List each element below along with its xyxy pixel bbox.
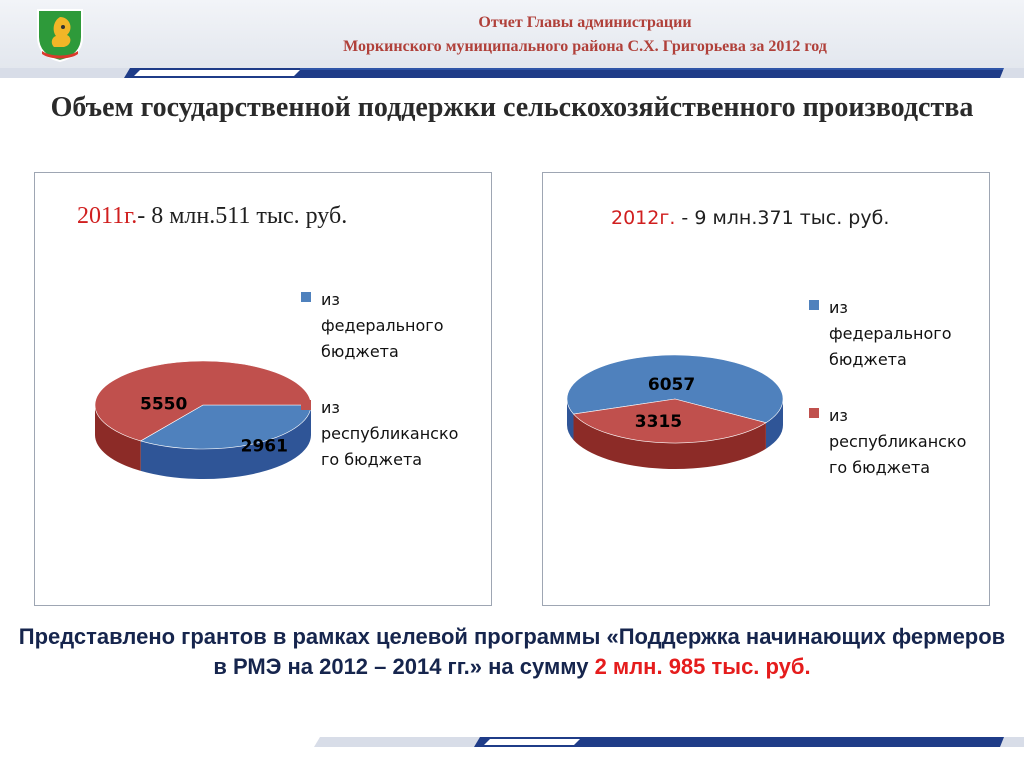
data-label-federal: 6057	[648, 375, 695, 395]
chart-title-year: 2012г.	[611, 207, 676, 229]
chart-panel-2011: 2011г.- 8 млн.511 тыс. руб. 2961 5550 из …	[34, 172, 492, 606]
legend-swatch-federal	[301, 292, 311, 302]
pie-chart-2011: 2961 5550	[94, 360, 312, 479]
slice-federal	[139, 404, 312, 450]
slice-federal-side	[567, 399, 574, 441]
chart-panel-2012: 2012г. - 9 млн.371 тыс. руб. 6057 3315 из…	[542, 172, 990, 606]
chart-legend: из федерального бюджета из республиканск…	[809, 295, 985, 511]
slice-republican	[94, 360, 312, 442]
legend-item-federal: из федерального бюджета	[301, 287, 501, 365]
slice-federal-side	[140, 405, 311, 479]
data-label-republican: 5550	[140, 395, 187, 415]
grant-amount: 2 млн. 985 тыс. руб.	[594, 654, 811, 679]
grant-note-text: Представлено грантов в рамках целевой пр…	[18, 624, 1006, 679]
legend-label-republican: из республиканско го бюджета	[829, 406, 967, 477]
decorative-stripe-bottom	[314, 737, 1024, 747]
chart-title-2011: 2011г.- 8 млн.511 тыс. руб.	[77, 203, 347, 230]
chart-title-amount: - 8 млн.511 тыс. руб.	[137, 203, 348, 229]
legend-item-republican: из республиканско го бюджета	[809, 403, 985, 481]
legend-swatch-federal	[809, 300, 819, 310]
chart-title-year: 2011г.	[77, 203, 138, 229]
decorative-stripe-top	[0, 68, 1024, 78]
emblem-squirrel-icon	[37, 9, 83, 63]
slice-federal	[566, 354, 784, 424]
report-title-line-2: Моркинского муниципального района С.Х. Г…	[343, 38, 827, 55]
page-title: Объем государственной поддержки сельскох…	[50, 92, 974, 123]
legend-label-republican: из республиканско го бюджета	[321, 398, 459, 469]
slice-republican-side	[95, 405, 141, 471]
chart-legend: из федерального бюджета из республиканск…	[301, 287, 501, 503]
legend-label-federal: из федерального бюджета	[829, 298, 952, 369]
legend-swatch-republican	[301, 400, 311, 410]
legend-label-federal: из федерального бюджета	[321, 290, 444, 361]
legend-item-republican: из республиканско го бюджета	[301, 395, 501, 473]
report-title-line-1: Отчет Главы администрации	[478, 14, 692, 31]
header-band	[0, 0, 1024, 68]
slice-republican	[572, 398, 767, 444]
data-label-republican: 3315	[635, 412, 682, 432]
slice-republican-side	[573, 414, 766, 469]
data-label-federal: 2961	[241, 436, 288, 456]
legend-item-federal: из федерального бюджета	[809, 295, 985, 373]
pie-chart-2012: 6057 3315	[566, 354, 784, 469]
chart-title-2012: 2012г. - 9 млн.371 тыс. руб.	[611, 207, 889, 229]
legend-swatch-republican	[809, 408, 819, 418]
chart-title-amount: - 9 млн.371 тыс. руб.	[675, 207, 890, 229]
grant-note: Представлено грантов в рамках целевой пр…	[10, 622, 1014, 682]
